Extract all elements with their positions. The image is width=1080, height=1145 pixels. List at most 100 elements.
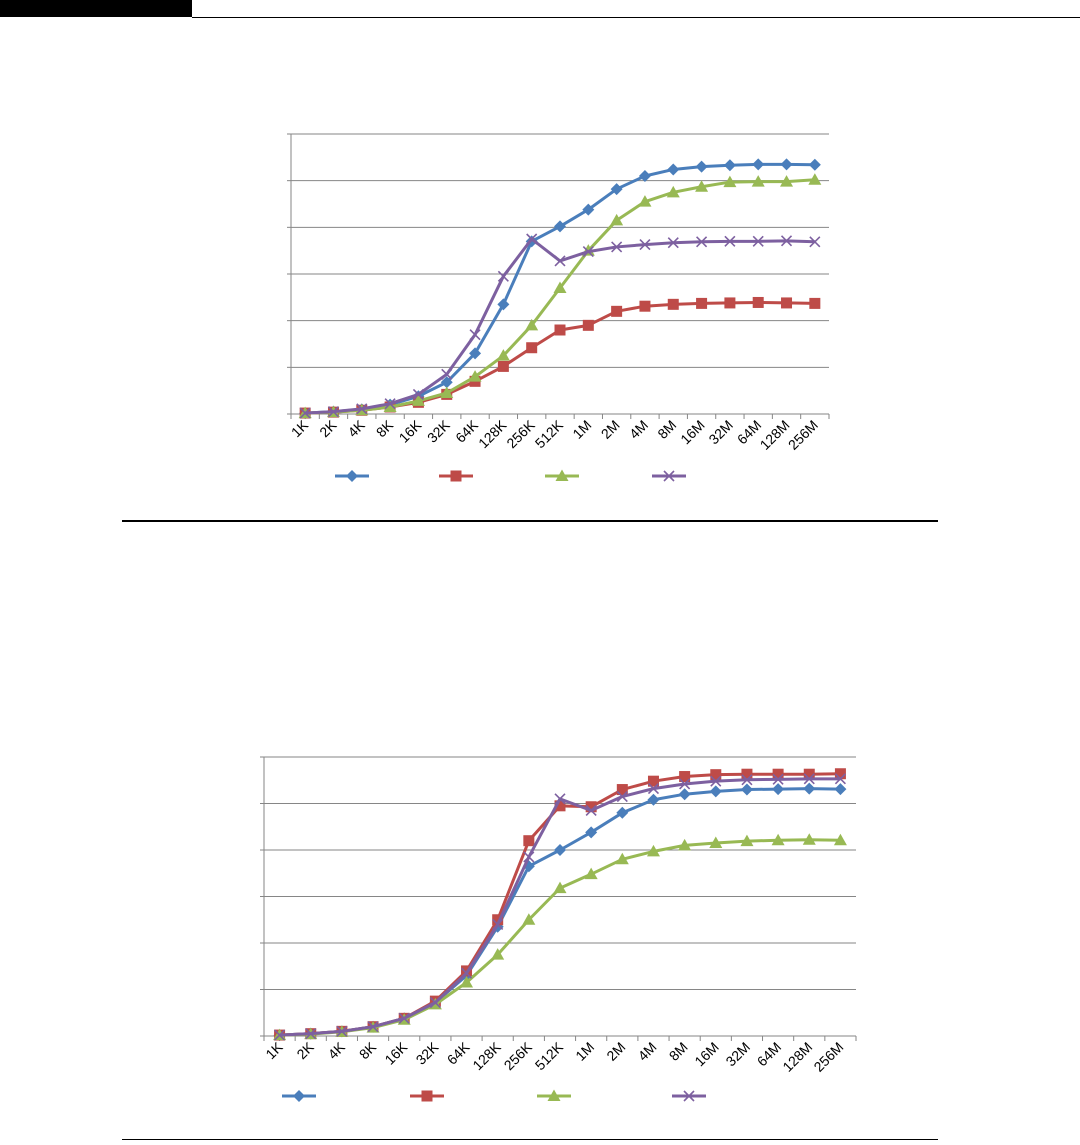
series-3-point (678, 838, 692, 851)
series-4-point (667, 237, 679, 249)
series-3-point (522, 913, 536, 925)
series-4-point (356, 403, 368, 415)
series-1-point (582, 203, 595, 216)
legend-series-1-marker (293, 1090, 305, 1102)
series-4-point (554, 793, 566, 805)
legend-series-3-marker (547, 1089, 561, 1101)
series-2-point (809, 297, 821, 309)
x-tick-label: 2K (293, 1038, 317, 1062)
series-2-point (497, 360, 509, 372)
series-2-line (279, 772, 841, 1037)
series-4-point (710, 775, 722, 787)
series-4-point (834, 773, 846, 785)
series-1-point (610, 183, 623, 196)
series-2-point (611, 305, 623, 317)
series-1-point (772, 783, 785, 796)
x-tick-label: 64K (444, 1038, 473, 1067)
series-2-point (523, 835, 535, 847)
series-4-point (441, 368, 453, 380)
x-tick-label: 256K (501, 1038, 536, 1073)
series-1-point (808, 158, 821, 171)
series-1-line (279, 787, 841, 1037)
series-4-point (582, 246, 594, 258)
series-3-point (808, 173, 822, 185)
series-2-point (710, 769, 722, 781)
series-3-point (615, 852, 629, 865)
series-1-point (780, 158, 793, 171)
x-tick-label: 512K (532, 1038, 567, 1073)
series-1-point (647, 793, 660, 806)
series-4-point (639, 239, 651, 251)
x-tick-label: 4K (325, 1038, 349, 1062)
series-4-point (585, 804, 597, 817)
series-4-point (497, 270, 509, 282)
series-3-point (709, 836, 723, 849)
series-4-point (336, 1025, 348, 1037)
series-1-point (554, 220, 566, 233)
series-2-point (724, 297, 736, 309)
series-2-point (772, 768, 784, 780)
series-2-point (526, 342, 538, 354)
series-1-point (440, 376, 453, 389)
series-3-point (695, 180, 709, 192)
series-2-point (834, 768, 846, 780)
series-4-line (279, 777, 841, 1037)
series-4-point (384, 398, 396, 410)
series-2-point (696, 297, 708, 309)
series-4-point (554, 255, 566, 267)
x-tick-label: 2M (603, 1039, 628, 1064)
legend-series-1-marker (346, 470, 358, 482)
series-1-point (678, 788, 691, 801)
x-tick-label: 1M (572, 1039, 597, 1064)
series-3-point (751, 175, 765, 187)
series-2-point (582, 319, 594, 331)
series-3-line (279, 838, 841, 1037)
legend-series-4-marker (683, 1090, 695, 1102)
series-2-point (554, 800, 566, 812)
series-4-point (327, 406, 340, 418)
series-1-point (695, 160, 708, 173)
series-4-point (724, 235, 736, 247)
series-2-point (741, 768, 753, 780)
legend-series-4-marker (663, 470, 675, 482)
series-2-point (667, 298, 679, 310)
series-2-point (781, 297, 793, 309)
series-4-point (772, 773, 784, 785)
series-4-point (526, 233, 538, 245)
series-4-point (398, 1012, 410, 1024)
series-4-point (780, 235, 793, 247)
series-2-point (585, 801, 597, 813)
series-3-point (666, 185, 680, 198)
series-4-point (492, 918, 504, 930)
series-3-point (525, 318, 539, 331)
series-3-point (553, 281, 567, 293)
x-tick-label: 16K (381, 1038, 410, 1067)
series-2-point (639, 300, 651, 312)
legend-series-2-marker (421, 1090, 433, 1102)
x-tick-label: 8K (356, 1038, 380, 1062)
series-3-point (584, 867, 598, 880)
series-3-point (780, 175, 794, 187)
series-1-point (803, 782, 816, 795)
series-4-point (367, 1021, 379, 1033)
series-3-point (802, 833, 816, 845)
series-1-point (497, 298, 510, 311)
series-3-point (491, 948, 505, 960)
series-1-point (740, 783, 753, 796)
series-4-point (274, 1029, 286, 1041)
header-black-bar (0, 0, 192, 17)
series-3-point (638, 195, 652, 207)
series-4-point (460, 967, 473, 979)
series-1-point (638, 170, 651, 182)
series-3-point (383, 400, 397, 412)
series-4-point (305, 1028, 317, 1040)
series-3-point (496, 349, 510, 361)
series-3-point (440, 386, 454, 398)
series-3-point (468, 370, 482, 382)
legend-series-2-marker (450, 470, 462, 482)
series-4-point (752, 235, 764, 247)
series-1-point (616, 806, 629, 819)
x-tick-label: 16M (691, 1039, 722, 1070)
